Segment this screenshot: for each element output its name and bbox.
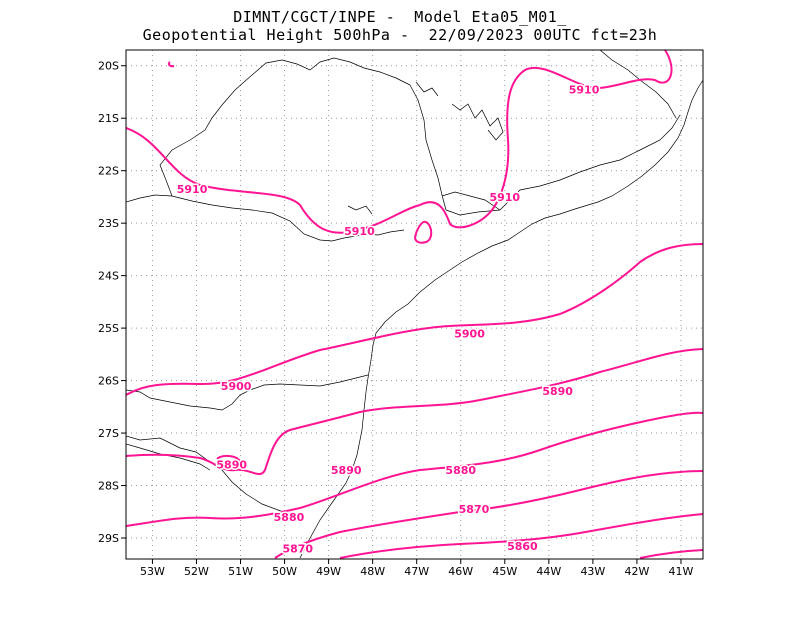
geopotential-contours: [126, 50, 703, 559]
lat-tick-label: 24S: [98, 270, 119, 283]
lon-tick-label: 43W: [580, 565, 605, 578]
contour-label: 5890: [542, 385, 573, 398]
lon-tick-label: 49W: [316, 565, 341, 578]
lon-tick-label: 52W: [184, 565, 209, 578]
state-border: [499, 114, 681, 211]
state-border: [441, 191, 501, 211]
contour-label: 5910: [177, 183, 208, 196]
contour-label: 5890: [331, 464, 362, 477]
contour-label-layer: 5910 5910 5910 5910 5900 5900 5890 5890 5890 5880…: [175, 82, 601, 557]
lat-tick-label: 29S: [98, 532, 119, 545]
lon-tick-label: 42W: [624, 565, 649, 578]
map-title-line-1: DIMNT/CGCT/INPE - Model Eta05_M01_: [233, 8, 567, 26]
lon-tick-label: 45W: [492, 565, 517, 578]
lon-tick-label: 44W: [536, 565, 561, 578]
contour-label: 5890: [216, 459, 247, 472]
lat-tick-label: 20S: [98, 60, 119, 73]
contour-label: 5910: [344, 225, 375, 238]
coastlines-and-borders: [126, 50, 703, 559]
lat-lon-grid: [126, 50, 703, 559]
contour-5910: [167, 61, 175, 68]
plot-area: [126, 50, 703, 559]
contour-label: 5860: [507, 540, 538, 553]
map-title-line-2: Geopotential Height 500hPa - 22/09/2023 …: [142, 26, 658, 44]
lat-tick-label: 22S: [98, 165, 119, 178]
contour-label: 5910: [489, 191, 520, 204]
coastline: [299, 79, 703, 559]
state-border: [409, 84, 447, 211]
state-border: [126, 374, 369, 411]
plot-frame: [125, 49, 704, 560]
contour-5860: [339, 513, 703, 559]
lon-tick-label: 51W: [228, 565, 253, 578]
lon-tick-label: 46W: [448, 565, 473, 578]
contour-label: 5900: [454, 327, 485, 340]
contour-5900: [126, 243, 703, 396]
contour-label: 5870: [459, 503, 490, 516]
axis-ticks: 53W 52W 51W 50W 49W 48W 47W 46W 45W 44W 43W 42W 41W 2…: [98, 60, 694, 578]
contour-5850: [639, 549, 703, 559]
contour-5880: [126, 411, 703, 527]
contour-label: 5880: [445, 464, 476, 477]
lat-tick-label: 28S: [98, 480, 119, 493]
lon-tick-label: 41W: [669, 565, 694, 578]
contour-label: 5870: [282, 543, 313, 556]
state-border: [445, 209, 501, 216]
contour-5890: [126, 348, 703, 475]
contour-5870: [274, 470, 703, 559]
reservoir: [451, 103, 504, 141]
lat-tick-label: 25S: [98, 322, 119, 335]
lat-tick-label: 26S: [98, 375, 119, 388]
lon-tick-label: 48W: [360, 565, 385, 578]
lat-tick-label: 21S: [98, 112, 119, 125]
reservoir: [415, 81, 439, 97]
lon-tick-label: 53W: [140, 565, 165, 578]
contour-label: 5880: [274, 511, 305, 524]
contour-5910: [126, 50, 673, 234]
contour-label: 5910: [569, 83, 600, 96]
lat-tick-label: 27S: [98, 427, 119, 440]
state-border: [159, 57, 411, 197]
contour-label: 5900: [221, 380, 252, 393]
contour-5890: [216, 454, 242, 469]
lon-tick-label: 50W: [272, 565, 297, 578]
lon-tick-label: 47W: [404, 565, 429, 578]
lat-tick-label: 23S: [98, 217, 119, 230]
contour-5910: [413, 220, 433, 244]
reservoir: [347, 205, 373, 215]
